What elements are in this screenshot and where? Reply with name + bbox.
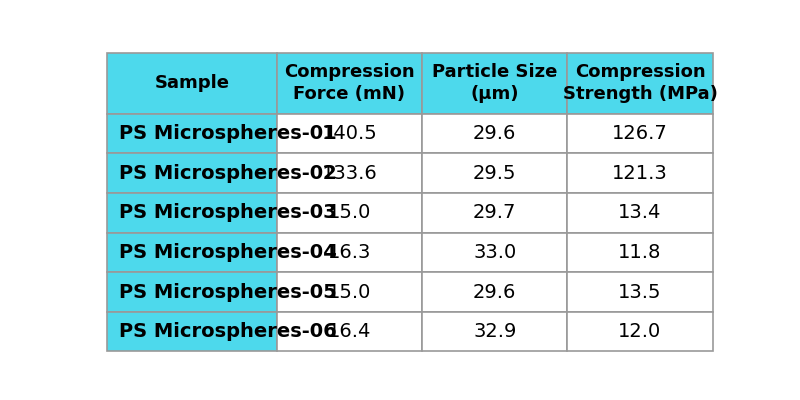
- Text: PS Microspheres-03: PS Microspheres-03: [118, 203, 336, 222]
- Text: 29.5: 29.5: [473, 164, 517, 183]
- Text: 16.3: 16.3: [328, 243, 371, 262]
- Text: 12.0: 12.0: [618, 322, 662, 341]
- Text: 16.4: 16.4: [328, 322, 371, 341]
- Bar: [277, 53, 422, 114]
- Text: Compression
Force (mN): Compression Force (mN): [284, 63, 415, 103]
- Bar: [422, 312, 567, 351]
- Bar: [422, 53, 567, 114]
- Text: 126.7: 126.7: [612, 124, 668, 143]
- Bar: [277, 233, 422, 272]
- Bar: [567, 233, 713, 272]
- Bar: [107, 154, 277, 193]
- Text: 29.7: 29.7: [473, 203, 517, 222]
- Bar: [422, 114, 567, 154]
- Text: 121.3: 121.3: [612, 164, 668, 183]
- Bar: [107, 193, 277, 233]
- Text: PS Microspheres-02: PS Microspheres-02: [118, 164, 336, 183]
- Text: 133.6: 133.6: [322, 164, 378, 183]
- Text: 33.0: 33.0: [473, 243, 516, 262]
- Text: 32.9: 32.9: [473, 322, 517, 341]
- Bar: [277, 193, 422, 233]
- Bar: [567, 154, 713, 193]
- Bar: [277, 154, 422, 193]
- Bar: [107, 272, 277, 312]
- Bar: [422, 272, 567, 312]
- Text: 15.0: 15.0: [328, 282, 371, 302]
- Text: 15.0: 15.0: [328, 203, 371, 222]
- Text: PS Microspheres-01: PS Microspheres-01: [118, 124, 336, 143]
- Bar: [422, 233, 567, 272]
- Bar: [107, 233, 277, 272]
- Text: 13.5: 13.5: [618, 282, 662, 302]
- Bar: [107, 53, 277, 114]
- Text: 29.6: 29.6: [473, 124, 517, 143]
- Bar: [277, 272, 422, 312]
- Bar: [422, 154, 567, 193]
- Text: 140.5: 140.5: [322, 124, 378, 143]
- Bar: [107, 114, 277, 154]
- Text: Sample: Sample: [154, 74, 230, 92]
- Bar: [422, 193, 567, 233]
- Bar: [567, 312, 713, 351]
- Bar: [277, 114, 422, 154]
- Text: PS Microspheres-06: PS Microspheres-06: [118, 322, 336, 341]
- Text: 29.6: 29.6: [473, 282, 517, 302]
- Bar: [277, 312, 422, 351]
- Text: 11.8: 11.8: [618, 243, 662, 262]
- Text: Compression
Strength (MPa): Compression Strength (MPa): [562, 63, 718, 103]
- Bar: [567, 193, 713, 233]
- Text: PS Microspheres-04: PS Microspheres-04: [118, 243, 336, 262]
- Text: PS Microspheres-05: PS Microspheres-05: [118, 282, 336, 302]
- Bar: [567, 272, 713, 312]
- Text: Particle Size
(μm): Particle Size (μm): [432, 63, 558, 103]
- Text: 13.4: 13.4: [618, 203, 662, 222]
- Bar: [107, 312, 277, 351]
- Bar: [567, 53, 713, 114]
- Bar: [567, 114, 713, 154]
